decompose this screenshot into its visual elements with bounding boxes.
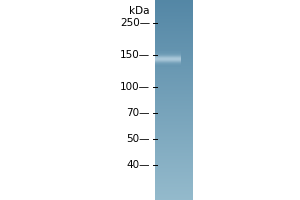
Text: 250—: 250— xyxy=(120,18,150,28)
Text: 50—: 50— xyxy=(127,134,150,144)
Text: 70—: 70— xyxy=(127,108,150,118)
Text: 40—: 40— xyxy=(127,160,150,170)
Text: 150—: 150— xyxy=(120,50,150,60)
Text: 100—: 100— xyxy=(120,82,150,92)
Text: kDa: kDa xyxy=(130,6,150,16)
